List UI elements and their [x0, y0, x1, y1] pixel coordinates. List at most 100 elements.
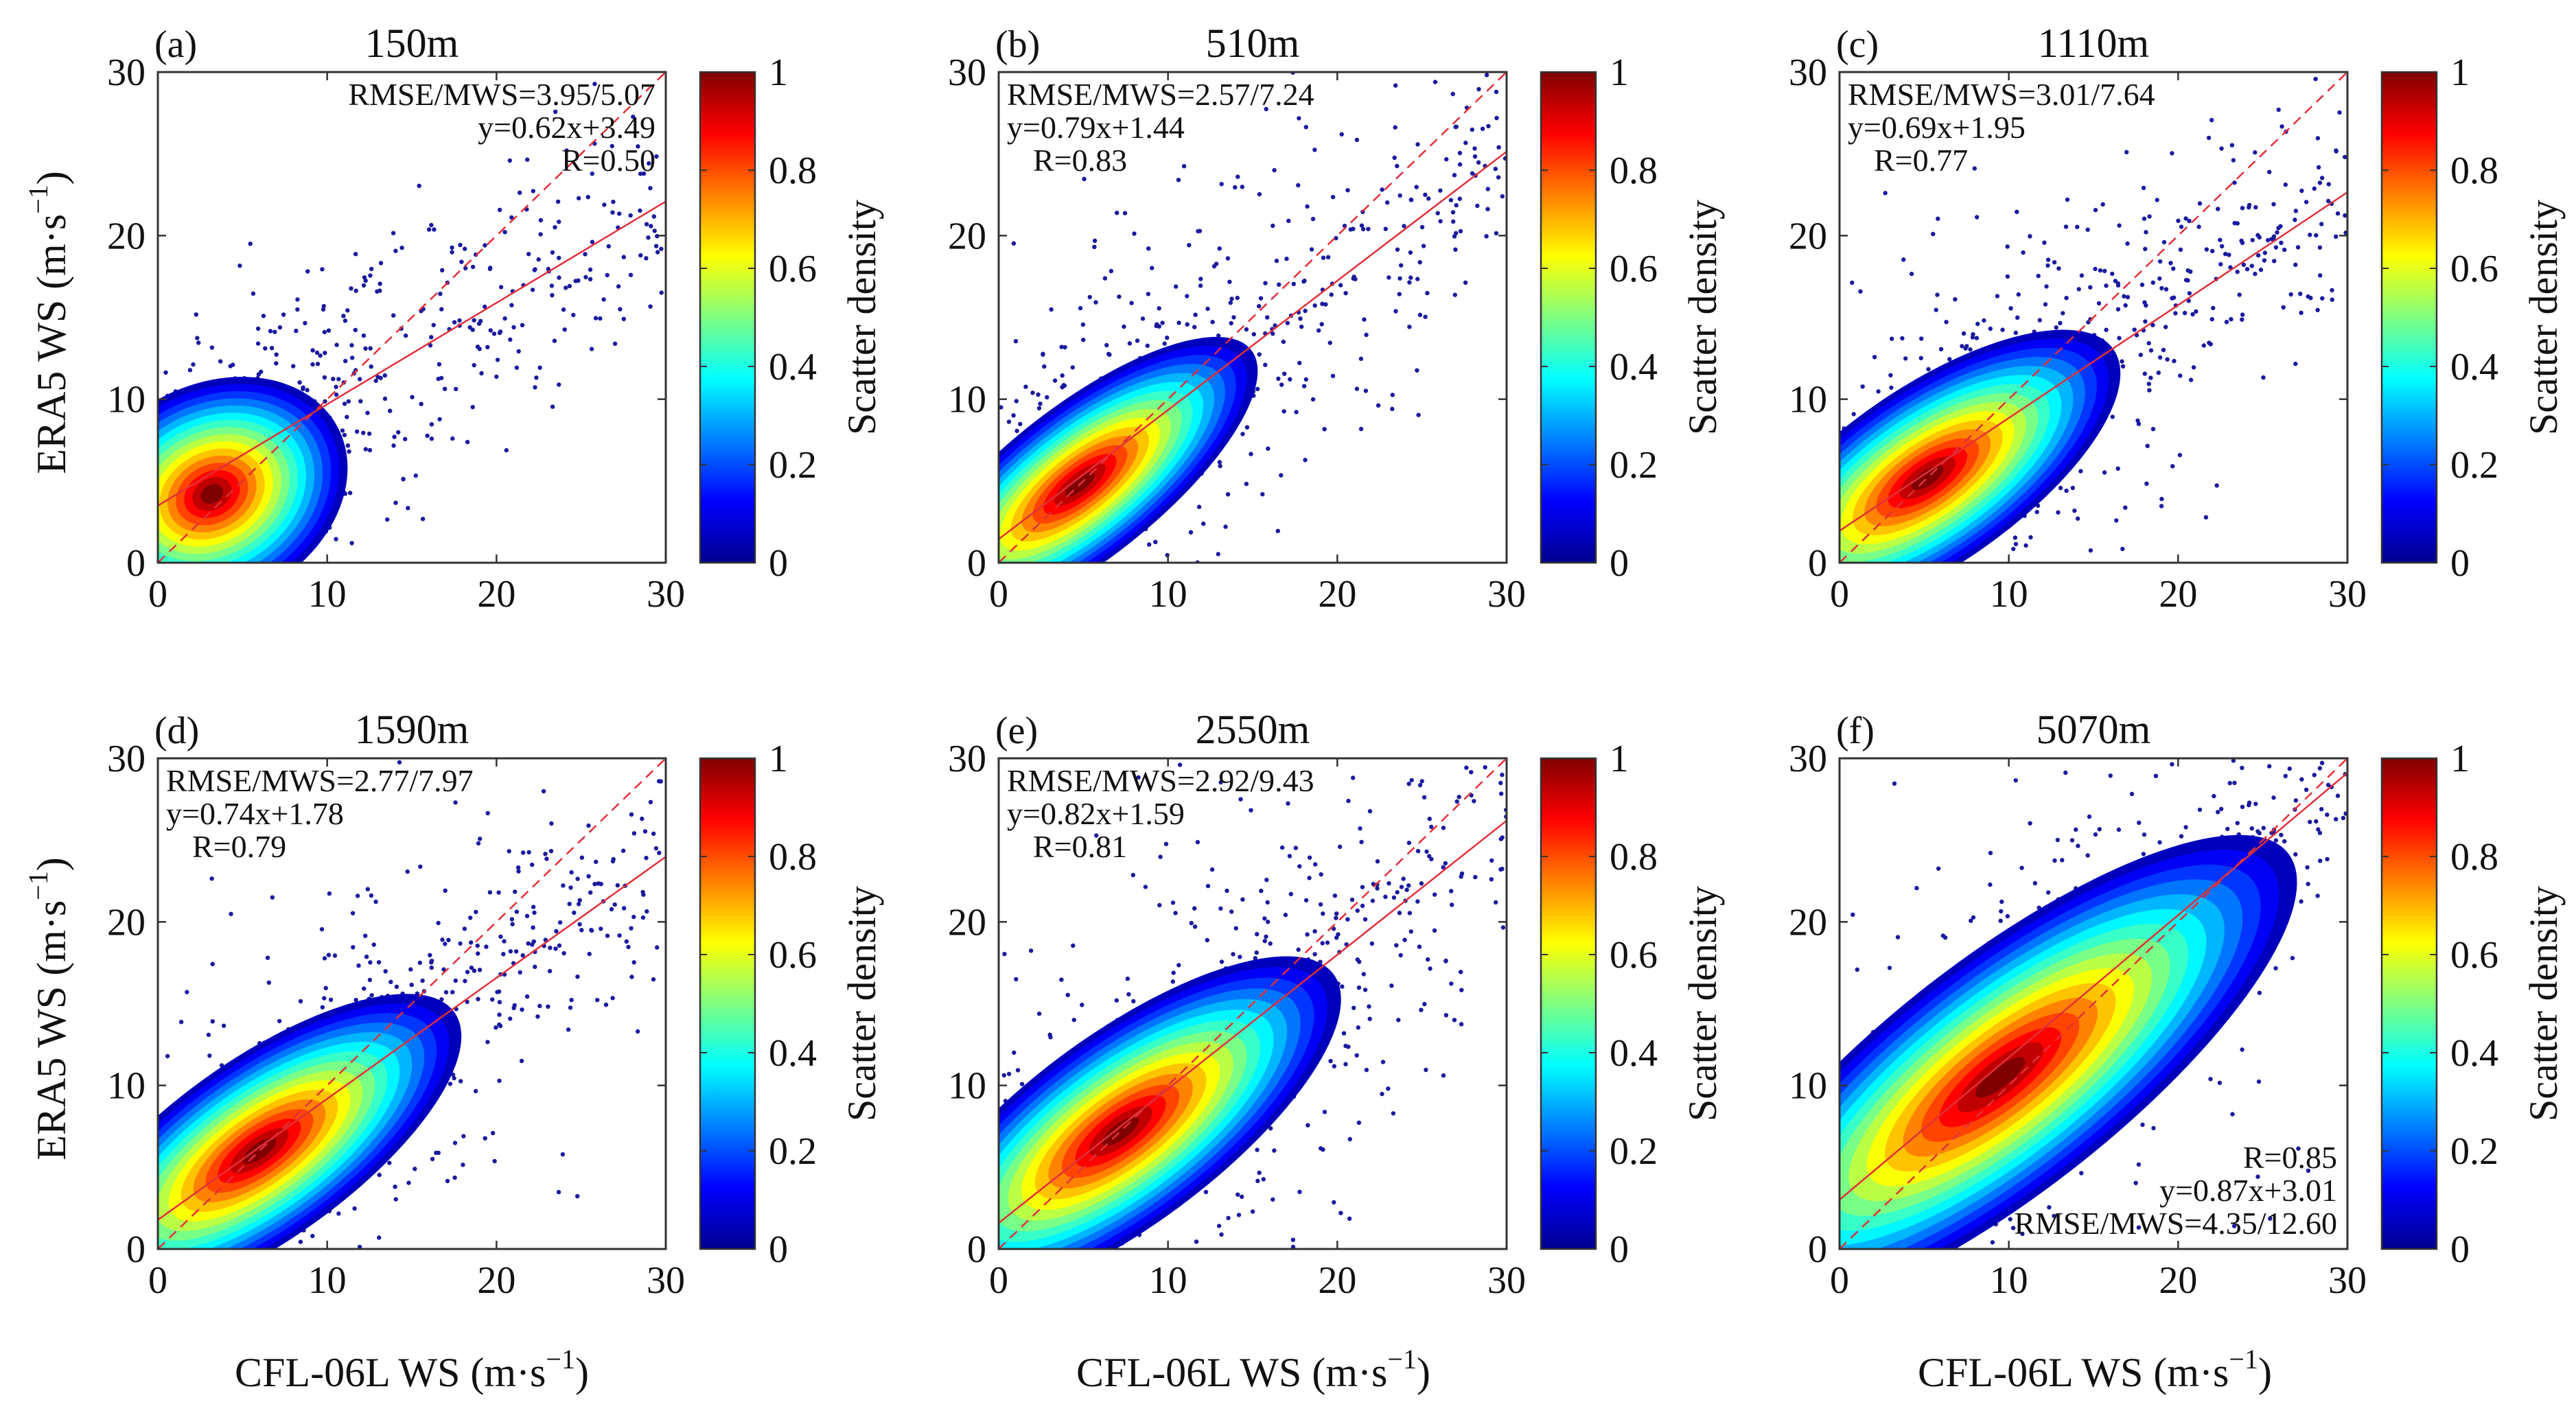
- scatter-point: [1354, 1053, 1359, 1058]
- scatter-point: [2157, 840, 2162, 845]
- scatter-point: [2308, 296, 2313, 301]
- scatter-point: [2343, 213, 2347, 218]
- scatter-point: [2197, 201, 2203, 206]
- scatter-point: [1402, 937, 1407, 942]
- scatter-point: [1429, 824, 1434, 830]
- scatter-point: [2064, 296, 2069, 301]
- scatter-point: [2194, 309, 2198, 314]
- scatter-point: [470, 405, 475, 410]
- scatter-point: [1343, 1062, 1348, 1066]
- scatter-point: [561, 950, 566, 956]
- scatter-point: [406, 506, 410, 511]
- scatter-point: [475, 943, 480, 948]
- x-tick-label: 10: [1990, 1259, 2028, 1302]
- scatter-point: [465, 999, 469, 1005]
- scatter-point: [430, 1156, 435, 1162]
- scatter-point: [1356, 985, 1362, 990]
- scatter-point: [429, 959, 434, 964]
- scatter-point: [2272, 259, 2277, 264]
- scatter-point: [1380, 1091, 1384, 1097]
- scatter-point: [1279, 473, 1284, 478]
- scatter-point: [2078, 469, 2083, 474]
- scatter-point: [1375, 886, 1380, 891]
- scatter-point: [658, 779, 663, 784]
- scatter-point: [2125, 294, 2131, 300]
- one-to-one-line: [999, 758, 1507, 1249]
- scatter-point: [349, 342, 354, 348]
- scatter-point: [2210, 248, 2215, 253]
- scatter-point: [1109, 268, 1114, 274]
- y-tick-label: 10: [107, 379, 146, 421]
- scatter-point: [442, 386, 448, 391]
- colorbar-tick-label: 0.6: [2450, 248, 2498, 290]
- scatter-point: [1362, 917, 1368, 922]
- stat-annotation: R=0.81: [1033, 829, 1127, 864]
- scatter-point: [1014, 428, 1019, 434]
- scatter-point: [1196, 229, 1200, 234]
- scatter-point: [1369, 941, 1375, 946]
- scatter-point: [611, 199, 616, 205]
- scatter-point: [2227, 253, 2231, 257]
- scatter-point: [2178, 247, 2183, 252]
- scatter-point: [612, 902, 617, 907]
- scatter-point: [445, 1178, 450, 1184]
- scatter-point: [1341, 1031, 1347, 1036]
- scatter-point: [1453, 247, 1458, 252]
- scatter-point: [1367, 808, 1373, 814]
- scatter-point: [2150, 427, 2156, 432]
- scatter-point: [393, 1197, 398, 1202]
- scatter-point: [2138, 352, 2143, 358]
- scatter-point: [367, 447, 373, 453]
- scatter-point: [1406, 841, 1412, 845]
- scatter-point: [452, 320, 457, 325]
- scatter-point: [2148, 375, 2153, 380]
- scatter-point: [1038, 401, 1043, 406]
- colorbar-tick-label: 0: [2450, 542, 2470, 585]
- scatter-point: [2123, 505, 2128, 510]
- scatter-point: [2225, 826, 2230, 832]
- plot-frame: [997, 71, 1508, 564]
- x-tick-label: 20: [1318, 573, 1356, 616]
- scatter-point: [1931, 231, 1936, 237]
- scatter-point: [361, 283, 367, 288]
- scatter-point: [1953, 297, 1958, 302]
- scatter-point: [514, 365, 520, 370]
- scatter-point: [1424, 849, 1429, 854]
- scatter-point: [1114, 998, 1119, 1003]
- scatter-point: [490, 1130, 496, 1136]
- scatter-point: [1093, 300, 1098, 305]
- scatter-point: [2123, 303, 2128, 308]
- scatter-point: [2223, 251, 2228, 257]
- scatter-point: [2056, 266, 2061, 271]
- scatter-point: [1154, 323, 1159, 329]
- scatter-point: [2137, 820, 2142, 826]
- scatter-point: [509, 215, 514, 220]
- scatter-point: [1427, 854, 1432, 859]
- scatter-point: [2142, 216, 2147, 221]
- scatter-point: [350, 355, 355, 360]
- scatter-point: [1306, 1123, 1310, 1128]
- scatter-point: [2115, 307, 2121, 312]
- x-tick-label: 0: [148, 1259, 167, 1302]
- scatter-point: [525, 157, 530, 162]
- scatter-point: [1198, 277, 1203, 281]
- scatter-point: [494, 1025, 498, 1030]
- scatter-point: [508, 337, 513, 342]
- scatter-point: [340, 428, 345, 433]
- scatter-point: [502, 230, 507, 235]
- scatter-point: [2253, 802, 2258, 806]
- scatter-point: [377, 1235, 382, 1240]
- scatter-point: [549, 283, 555, 288]
- scatter-point: [1153, 539, 1158, 544]
- scatter-point: [2283, 773, 2288, 779]
- scatter-point: [615, 883, 620, 888]
- scatter-point: [1360, 226, 1366, 232]
- colorbar-tick-label: 0.2: [1610, 444, 1658, 487]
- scatter-point: [640, 816, 645, 821]
- scatter-point: [2058, 485, 2063, 491]
- scatter-point: [1415, 142, 1420, 147]
- colorbar-tick-label: 1: [2450, 738, 2470, 780]
- scatter-point: [1889, 385, 1894, 390]
- x-tick-label: 30: [1487, 1259, 1526, 1302]
